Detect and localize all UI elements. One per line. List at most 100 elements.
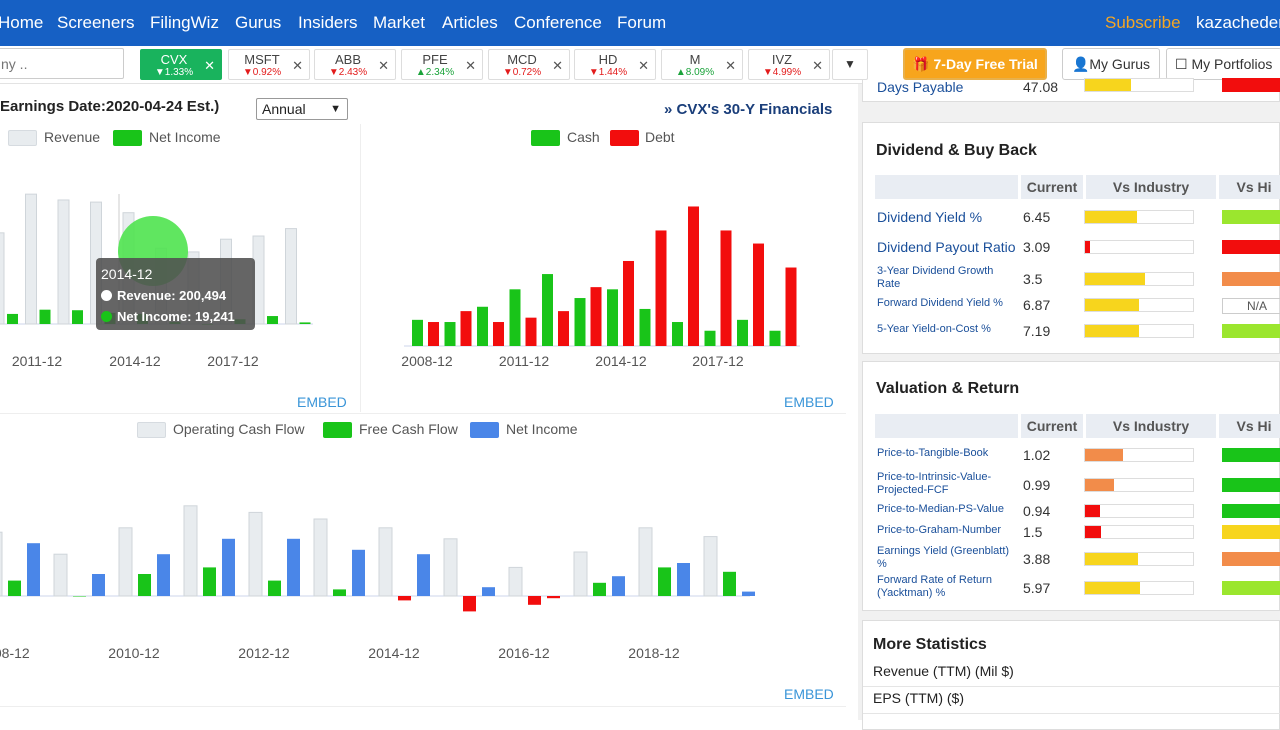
metric-dividend-yield-label[interactable]: Dividend Yield %	[877, 209, 983, 225]
close-icon[interactable]: ✕	[552, 58, 563, 73]
metric-dividend-payout-ratio-history-bar	[1222, 240, 1280, 254]
bar-cash	[607, 289, 618, 346]
nav-market[interactable]: Market	[373, 13, 425, 32]
my-portfolios-button[interactable]: ☐ My Portfolios	[1166, 48, 1280, 80]
nav-filingwiz[interactable]: FilingWiz	[150, 13, 219, 32]
ticker-ivz[interactable]: IVZ ▼4.99% ✕	[748, 49, 830, 80]
ticker-symbol: PFE	[422, 52, 448, 67]
legend-cash[interactable]: Cash	[567, 129, 600, 145]
days-payable-label[interactable]: Days Payable	[877, 79, 964, 95]
embed-link-chart1[interactable]: EMBED	[297, 394, 347, 410]
legend-swatch-fcf	[323, 422, 352, 438]
close-icon[interactable]: ✕	[204, 58, 215, 73]
close-icon[interactable]: ✕	[465, 58, 476, 73]
legend-revenue[interactable]: Revenue	[44, 129, 101, 145]
ticker-change: ▼1.44%	[588, 67, 628, 78]
legend-debt[interactable]: Debt	[645, 129, 675, 145]
embed-link-chart2[interactable]: EMBED	[784, 394, 834, 410]
bar-net-income	[547, 596, 560, 599]
bar-debt	[753, 243, 764, 346]
metric-5-year-yield-on-cost-label[interactable]: 5-Year Yield-on-Cost %	[877, 323, 991, 335]
legend-swatch-net-income-2	[470, 422, 499, 438]
ticker-hd[interactable]: HD ▼1.44% ✕	[574, 49, 656, 80]
financials-30y-link[interactable]: » CVX's 30-Y Financials	[664, 101, 833, 118]
x-tick-label: 2017-12	[692, 353, 744, 369]
valuation-title: Valuation & Return	[876, 380, 1020, 397]
search-input[interactable]	[0, 48, 124, 79]
bar-net-income	[7, 313, 18, 324]
ticker-msft[interactable]: MSFT ▼0.92% ✕	[228, 49, 310, 80]
subscribe-link[interactable]: Subscribe	[1105, 13, 1181, 32]
x-tick-label: 2014-12	[109, 353, 161, 369]
bar-net-income	[352, 549, 365, 596]
metric-dividend-payout-ratio-label[interactable]: Dividend Payout Ratio	[877, 239, 1016, 255]
right-panel: Days Payable 47.08 Dividend & Buy Back C…	[858, 78, 1280, 730]
dividend-card: Dividend & Buy Back Current Vs Industry …	[862, 122, 1280, 354]
my-gurus-button[interactable]: 👤My Gurus	[1062, 48, 1160, 80]
close-icon[interactable]: ✕	[812, 58, 823, 73]
close-icon[interactable]: ✕	[292, 58, 303, 73]
more-tickers-button[interactable]: ▼	[832, 49, 868, 80]
metric-3-year-dividend-growth-rate-label[interactable]: 3-Year Dividend Growth Rate	[877, 265, 994, 290]
more-statistics-card: More Statistics Revenue (TTM) (Mil $) EP…	[862, 620, 1280, 730]
header-current: Current	[1021, 175, 1083, 199]
bar-debt	[720, 230, 732, 346]
stat-eps-ttm[interactable]: EPS (TTM) ($)	[873, 690, 964, 706]
metric-price-to-tangible-book-label[interactable]: Price-to-Tangible-Book	[877, 447, 989, 459]
metric-price-to-intrinsic-value-projected-fcf-history-bar	[1222, 478, 1280, 492]
industry-bar-fill	[1085, 479, 1115, 491]
close-icon[interactable]: ✕	[725, 58, 736, 73]
bar-free-cash-flow	[203, 567, 216, 596]
legend-free-cash-flow[interactable]: Free Cash Flow	[359, 421, 458, 437]
ticker-mcd[interactable]: MCD ▼0.72% ✕	[488, 49, 570, 80]
metric-dividend-payout-ratio-value: 3.09	[1023, 239, 1051, 255]
ticker-bar: CVX▼1.33%✕MSFT▼0.92%✕ABB▼2.43%✕PFE▲2.34%…	[0, 46, 1280, 84]
metric-forward-dividend-yield-label[interactable]: Forward Dividend Yield %	[877, 297, 1003, 309]
nav-conference[interactable]: Conference	[514, 13, 602, 32]
nav-articles[interactable]: Articles	[442, 13, 498, 32]
chart-tooltip: 2014-12 Revenue: 200,494 Net Income: 19,…	[96, 258, 255, 330]
x-tick-label: 2014-12	[368, 645, 420, 661]
bar-free-cash-flow	[268, 580, 281, 596]
industry-bar-fill	[1085, 273, 1146, 285]
legend-net-income-2[interactable]: Net Income	[506, 421, 578, 437]
nav-gurus[interactable]: Gurus	[235, 13, 282, 32]
metric-earnings-yield-greenblatt-industry-bar	[1084, 552, 1194, 566]
metric-price-to-median-ps-value-history-bar	[1222, 504, 1280, 518]
bar-net-income	[39, 309, 51, 324]
metric-price-to-median-ps-value-label[interactable]: Price-to-Median-PS-Value	[877, 503, 1004, 515]
metric-price-to-intrinsic-value-projected-fcf-label[interactable]: Price-to-Intrinsic-Value-Projected-FCF	[877, 471, 992, 496]
header-vs-industry: Vs Industry	[1086, 175, 1216, 199]
legend-net-income[interactable]: Net Income	[149, 129, 221, 145]
bar-debt	[785, 267, 797, 346]
period-select[interactable]: Annual ▼	[256, 98, 348, 120]
legend-swatch-debt	[610, 130, 639, 146]
embed-link-chart3[interactable]: EMBED	[784, 686, 834, 702]
ticker-abb[interactable]: ABB ▼2.43% ✕	[314, 49, 396, 80]
metric-dividend-yield-value: 6.45	[1023, 209, 1051, 225]
bar-debt	[558, 311, 569, 346]
close-icon[interactable]: ✕	[378, 58, 389, 73]
nav-insiders[interactable]: Insiders	[298, 13, 358, 32]
user-menu[interactable]: kazacheder	[1196, 13, 1280, 32]
legend-operating-cash-flow[interactable]: Operating Cash Flow	[173, 421, 305, 437]
free-trial-button[interactable]: 🎁 7-Day Free Trial	[903, 48, 1047, 80]
metric-price-to-tangible-book-value: 1.02	[1023, 447, 1051, 463]
ticker-pfe[interactable]: PFE ▲2.34% ✕	[401, 49, 483, 80]
nav-screeners[interactable]: Screeners	[57, 13, 135, 32]
ticker-cvx[interactable]: CVX ▼1.33% ✕	[140, 49, 222, 80]
nav-forum[interactable]: Forum	[617, 13, 667, 32]
metric-dividend-yield-industry-bar	[1084, 210, 1194, 224]
metric-price-to-graham-number-history-bar	[1222, 525, 1280, 539]
metric-price-to-graham-number-industry-bar	[1084, 525, 1194, 539]
metric-earnings-yield-greenblatt-label[interactable]: Earnings Yield (Greenblatt) %	[877, 545, 1010, 570]
metric-forward-rate-of-return-yacktman-label[interactable]: Forward Rate of Return (Yacktman) %	[877, 574, 992, 599]
stat-revenue-ttm[interactable]: Revenue (TTM) (Mil $)	[873, 663, 1014, 679]
panel-divider	[0, 706, 846, 707]
close-icon[interactable]: ✕	[638, 58, 649, 73]
bar-operating-cash-flow	[638, 527, 653, 597]
metric-price-to-graham-number-label[interactable]: Price-to-Graham-Number	[877, 524, 1002, 536]
nav-home[interactable]: Home	[0, 13, 44, 32]
bar-operating-cash-flow	[0, 531, 3, 597]
ticker-m[interactable]: M ▲8.09% ✕	[661, 49, 743, 80]
